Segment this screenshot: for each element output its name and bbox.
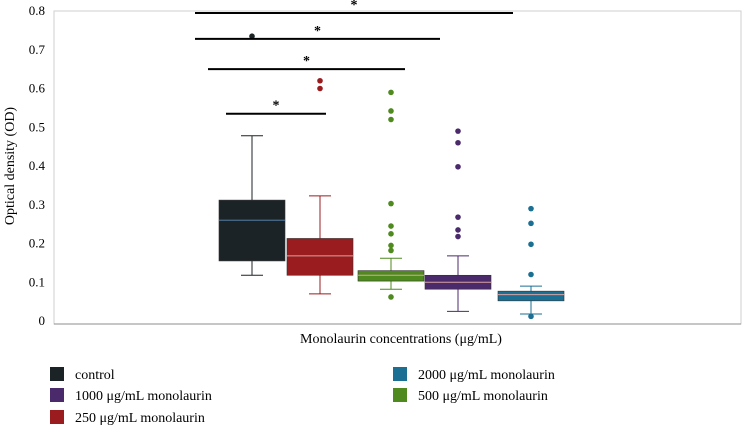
box-3 [357,89,425,300]
significance-marker: * [314,24,321,39]
box-iqr [497,290,565,302]
legend-swatch [50,388,64,402]
outlier-point [388,200,394,207]
y-tick-label: 0.4 [29,158,46,173]
y-tick-label: 0.2 [29,236,45,251]
outlier-point [455,128,461,134]
box-series [218,33,565,320]
outlier-point [455,233,461,240]
outlier-point [388,108,394,114]
legend-item: 500 μg/mL monolaurin [393,388,548,404]
outlier-point [388,247,394,254]
outlier-point [388,223,394,229]
outlier-point [455,163,461,170]
legend-item: 1000 μg/mL monolaurin [50,388,212,404]
plot-frame [53,10,742,325]
legend-item: control [50,367,115,383]
legend-item: 250 μg/mL monolaurin [50,410,205,426]
outlier-point [528,271,534,278]
legend-swatch [50,367,64,381]
legend-label: control [75,368,115,383]
y-tick-label: 0.6 [29,81,46,96]
significance-marker: * [303,54,310,69]
y-tick-label: 0.8 [29,3,45,18]
outlier-point [455,139,461,146]
y-tick-label: 0 [39,313,46,328]
outlier-point [249,33,255,39]
outlier-point [455,227,461,233]
outlier-point [317,85,323,92]
y-tick-label: 0.5 [29,119,45,134]
significance-marker: * [351,0,358,13]
box-5 [497,205,565,320]
outlier-point [528,241,534,248]
outlier-point [388,242,394,249]
y-tick-label: 0.1 [29,274,45,289]
significance-brackets: * * * * [195,0,513,115]
outlier-point [388,116,394,123]
legend-label: 1000 μg/mL monolaurin [75,389,212,404]
outlier-point [388,231,394,237]
significance-marker: * [273,99,280,114]
y-tick-label: 0.3 [29,197,45,212]
outlier-point [528,313,534,320]
legend-swatch [50,410,64,424]
outlier-point [528,205,534,212]
outlier-point [455,214,461,220]
legend-label: 2000 μg/mL monolaurin [418,368,555,383]
box-iqr [286,238,354,276]
y-axis-title: Optical density (OD) [3,107,18,226]
legend-swatch [393,367,407,381]
legend-swatch [393,388,407,402]
box-4 [424,128,492,312]
box-iqr [218,199,286,262]
outlier-point [317,77,323,84]
legend-item: 2000 μg/mL monolaurin [393,367,555,383]
outlier-point [388,89,394,96]
box-2 [286,77,354,295]
y-tick-label: 0.7 [29,42,46,57]
legend: control 1000 μg/mL monolaurin 250 μg/mL mo… [50,367,555,426]
legend-label: 250 μg/mL monolaurin [75,411,205,426]
y-axis: 0 0.1 0.2 0.3 0.4 0.5 0.6 0.7 0.8 [29,3,46,328]
x-axis-title: Monolaurin concentrations (μg/mL) [300,332,502,347]
outlier-point [528,220,534,227]
box-iqr [357,270,425,282]
legend-label: 500 μg/mL monolaurin [418,389,548,404]
outlier-point [388,294,394,300]
box-1 [218,33,286,276]
